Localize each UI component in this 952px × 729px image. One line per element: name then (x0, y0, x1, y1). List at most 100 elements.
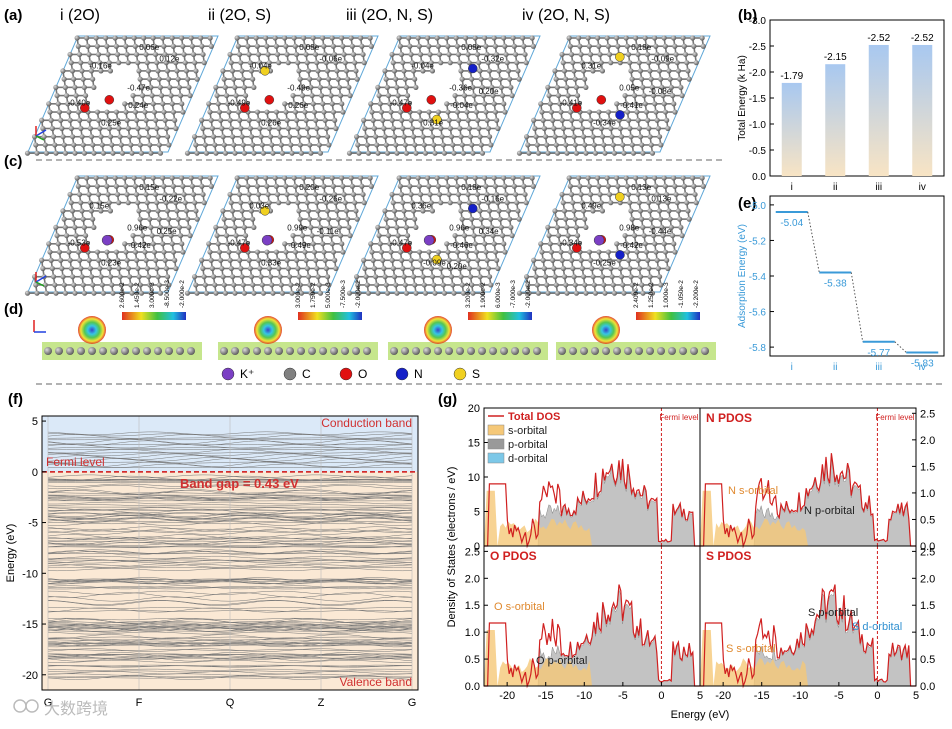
carbon-atom (332, 118, 337, 123)
carbon-atom (346, 225, 351, 230)
carbon-atom (662, 241, 667, 246)
carbon-atom (306, 208, 311, 213)
carbon-atom (79, 134, 84, 139)
carbon-atom (321, 249, 326, 254)
carbon-atom (185, 151, 190, 156)
charge-label: -0.06e (319, 55, 342, 64)
carbon-atom (213, 291, 218, 296)
carbon-atom (202, 200, 207, 205)
carbon-atom (160, 35, 165, 40)
carbon-atom (452, 233, 457, 238)
carbon-atom (251, 151, 256, 156)
carbon-atom (62, 217, 67, 222)
carbon-atom (448, 126, 453, 131)
carbon-atom (562, 134, 567, 139)
carbon-atom (151, 101, 156, 106)
carbon-atom (496, 68, 501, 73)
carbon-atom (477, 208, 482, 213)
carbon-atom (583, 225, 588, 230)
carbon-atom (325, 68, 330, 73)
carbon-atom (263, 175, 268, 180)
y-tick-label: 1.5 (920, 600, 935, 612)
carbon-atom (500, 233, 505, 238)
carbon-atom (320, 35, 325, 40)
carbon-atom (466, 118, 471, 123)
charge-label: 0.31e (581, 61, 602, 70)
side-carbon-atom (613, 347, 621, 355)
y-tick-label: 2.0 (920, 435, 935, 447)
oxygen-atom (427, 95, 436, 104)
carbon-atom (416, 175, 421, 180)
y-tick-label: -1.0 (749, 120, 767, 131)
carbon-atom (222, 142, 227, 147)
carbon-atom (60, 274, 65, 279)
carbon-atom (203, 282, 208, 287)
carbon-atom (138, 142, 143, 147)
carbon-atom (283, 249, 288, 254)
carbon-atom (441, 282, 446, 287)
carbon-atom (330, 175, 335, 180)
carbon-atom (627, 200, 632, 205)
carbon-atom (198, 175, 203, 180)
carbon-atom (694, 60, 699, 65)
charge-label: -0.53e (68, 239, 91, 248)
carbon-atom (223, 151, 228, 156)
carbon-atom (493, 184, 498, 189)
carbon-atom (413, 151, 418, 156)
carbon-atom (63, 85, 68, 90)
x-axis-label: Energy (eV) (671, 709, 730, 721)
carbon-atom (75, 175, 80, 180)
carbon-atom (223, 85, 228, 90)
carbon-atom (571, 208, 576, 213)
carbon-atom (71, 217, 76, 222)
carbon-atom (136, 134, 141, 139)
carbon-atom (300, 93, 305, 98)
carbon-atom (417, 109, 422, 114)
carbon-atom (231, 282, 236, 287)
carbon-atom (640, 85, 645, 90)
carbon-atom (76, 249, 81, 254)
carbon-atom (293, 249, 298, 254)
carbon-atom (515, 68, 520, 73)
carbon-atom (356, 151, 361, 156)
charge-label: -0.34e (560, 239, 583, 248)
charge-label: 0.13e (651, 195, 672, 204)
carbon-atom (186, 85, 191, 90)
carbon-atom (176, 217, 181, 222)
carbon-atom (366, 151, 371, 156)
side-carbon-atom (121, 347, 129, 355)
carbon-atom (684, 200, 689, 205)
carbon-atom (146, 274, 151, 279)
carbon-atom (517, 217, 522, 222)
potassium-density-sphere (592, 316, 620, 344)
carbon-atom (173, 126, 178, 131)
carbon-atom (86, 52, 91, 57)
carbon-atom (132, 35, 137, 40)
charge-label: 0.36e (411, 201, 432, 210)
carbon-atom (385, 225, 390, 230)
carbon-atom (385, 85, 390, 90)
carbon-atom (213, 85, 218, 90)
y-tick-label: -3.0 (749, 16, 767, 27)
carbon-atom (241, 282, 246, 287)
carbon-atom (230, 208, 235, 213)
carbon-atom (663, 249, 668, 254)
carbon-atom (72, 291, 77, 296)
carbon-atom (637, 126, 642, 131)
carbon-atom (615, 184, 620, 189)
carbon-atom (229, 200, 234, 205)
structure-title-4: iv (2O, N, S) (522, 7, 610, 24)
side-carbon-atom (66, 347, 74, 355)
carbon-atom (426, 44, 431, 49)
carbon-atom (60, 68, 65, 73)
carbon-atom (635, 52, 640, 57)
carbon-atom (49, 118, 54, 123)
carbon-atom (304, 118, 309, 123)
carbon-atom (409, 118, 414, 123)
side-carbon-atom (44, 347, 52, 355)
carbon-atom (395, 233, 400, 238)
carbon-atom (451, 291, 456, 296)
charge-label: 0.34e (479, 227, 500, 236)
